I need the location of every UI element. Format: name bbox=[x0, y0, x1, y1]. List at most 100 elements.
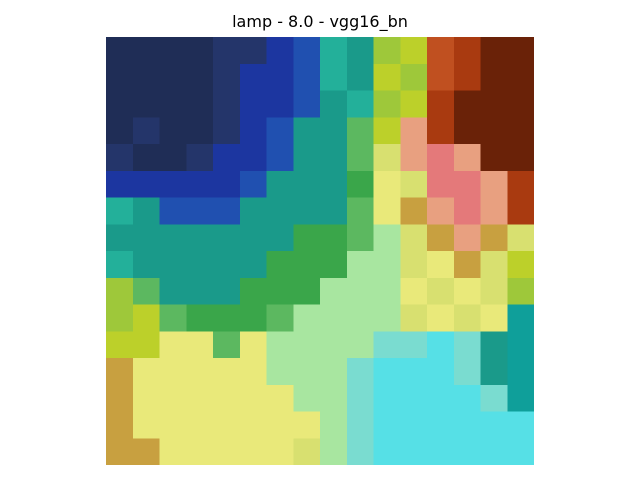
heatmap-cell bbox=[346, 90, 375, 118]
heatmap-cell bbox=[400, 304, 428, 332]
heatmap-cell bbox=[106, 251, 134, 279]
heatmap-cell bbox=[132, 90, 161, 118]
heatmap-cell bbox=[293, 251, 321, 279]
heatmap-cell bbox=[266, 277, 294, 306]
heatmap-cell bbox=[346, 358, 375, 386]
heatmap-cell bbox=[453, 170, 482, 199]
heatmap-cell bbox=[159, 224, 187, 252]
heatmap-cell bbox=[239, 304, 268, 332]
heatmap-cell bbox=[427, 304, 455, 332]
heatmap-cell bbox=[213, 224, 241, 252]
heatmap-cell bbox=[480, 277, 508, 306]
heatmap-cell bbox=[346, 117, 375, 145]
heatmap-cell bbox=[266, 411, 294, 439]
heatmap-cell bbox=[346, 37, 375, 65]
heatmap-cell bbox=[373, 63, 401, 92]
heatmap-cell bbox=[106, 411, 134, 439]
heatmap-cell bbox=[453, 304, 482, 332]
heatmap-cell bbox=[106, 304, 134, 332]
heatmap-cell bbox=[480, 37, 508, 65]
heatmap-cell bbox=[453, 384, 482, 413]
heatmap-cell bbox=[400, 63, 428, 92]
heatmap-cell bbox=[266, 384, 294, 413]
figure-title: lamp - 8.0 - vgg16_bn bbox=[232, 12, 408, 31]
heatmap-cell bbox=[373, 331, 401, 359]
heatmap-cell bbox=[453, 224, 482, 252]
heatmap-cell bbox=[373, 117, 401, 145]
heatmap-cell bbox=[320, 331, 348, 359]
heatmap-cell bbox=[507, 37, 534, 65]
heatmap-cell bbox=[320, 37, 348, 65]
heatmap-cell bbox=[239, 277, 268, 306]
heatmap-cell bbox=[400, 438, 428, 465]
heatmap-cell bbox=[320, 438, 348, 465]
heatmap-cell bbox=[132, 331, 161, 359]
heatmap-cell bbox=[346, 304, 375, 332]
heatmap-cell bbox=[159, 304, 187, 332]
heatmap-cell bbox=[266, 224, 294, 252]
heatmap-cell bbox=[400, 358, 428, 386]
heatmap-cell bbox=[480, 358, 508, 386]
heatmap-cell bbox=[480, 63, 508, 92]
heatmap-cell bbox=[400, 117, 428, 145]
heatmap-cell bbox=[293, 197, 321, 225]
heatmap-cell bbox=[320, 251, 348, 279]
heatmap-cell bbox=[239, 170, 268, 199]
heatmap-cell bbox=[346, 197, 375, 225]
heatmap-cell bbox=[507, 304, 534, 332]
heatmap-cell bbox=[507, 358, 534, 386]
heatmap-cell bbox=[373, 251, 401, 279]
heatmap-cell bbox=[239, 438, 268, 465]
heatmap-cell bbox=[159, 358, 187, 386]
heatmap-cell bbox=[400, 144, 428, 172]
heatmap-cell bbox=[480, 304, 508, 332]
heatmap-cell bbox=[400, 224, 428, 252]
heatmap-cell bbox=[293, 224, 321, 252]
heatmap-cell bbox=[213, 144, 241, 172]
heatmap-cell bbox=[373, 304, 401, 332]
heatmap-cell bbox=[507, 277, 534, 306]
heatmap-cell bbox=[346, 251, 375, 279]
heatmap-cell bbox=[427, 90, 455, 118]
heatmap-cell bbox=[159, 277, 187, 306]
heatmap-cell bbox=[480, 251, 508, 279]
heatmap-cell bbox=[266, 358, 294, 386]
heatmap-cell bbox=[213, 277, 241, 306]
heatmap-cell bbox=[186, 197, 214, 225]
heatmap-cell bbox=[213, 37, 241, 65]
heatmap-cell bbox=[132, 37, 161, 65]
heatmap-cell bbox=[453, 277, 482, 306]
heatmap-cell bbox=[427, 117, 455, 145]
heatmap-cell bbox=[373, 438, 401, 465]
heatmap-cell bbox=[186, 277, 214, 306]
heatmap-cell bbox=[266, 117, 294, 145]
heatmap-cell bbox=[106, 358, 134, 386]
heatmap-cell bbox=[373, 37, 401, 65]
heatmap-cell bbox=[346, 438, 375, 465]
heatmap-cell bbox=[186, 304, 214, 332]
heatmap-cell bbox=[293, 304, 321, 332]
heatmap-cell bbox=[400, 251, 428, 279]
heatmap-cell bbox=[427, 37, 455, 65]
heatmap-cell bbox=[266, 90, 294, 118]
heatmap-cell bbox=[507, 90, 534, 118]
heatmap-cell bbox=[346, 384, 375, 413]
heatmap-cell bbox=[239, 117, 268, 145]
heatmap-cell bbox=[159, 144, 187, 172]
heatmap-cell bbox=[507, 331, 534, 359]
heatmap-cell bbox=[400, 384, 428, 413]
heatmap-cell bbox=[507, 144, 534, 172]
heatmap-cell bbox=[106, 197, 134, 225]
heatmap-cell bbox=[453, 331, 482, 359]
heatmap-cell bbox=[320, 63, 348, 92]
heatmap-cell bbox=[507, 251, 534, 279]
heatmap-cell bbox=[159, 117, 187, 145]
heatmap-cell bbox=[427, 277, 455, 306]
heatmap-cell bbox=[507, 224, 534, 252]
heatmap-cell bbox=[132, 304, 161, 332]
heatmap-cell bbox=[106, 170, 134, 199]
heatmap-cell bbox=[132, 251, 161, 279]
heatmap-cell bbox=[480, 438, 508, 465]
heatmap-cell bbox=[480, 170, 508, 199]
heatmap-cell bbox=[400, 170, 428, 199]
